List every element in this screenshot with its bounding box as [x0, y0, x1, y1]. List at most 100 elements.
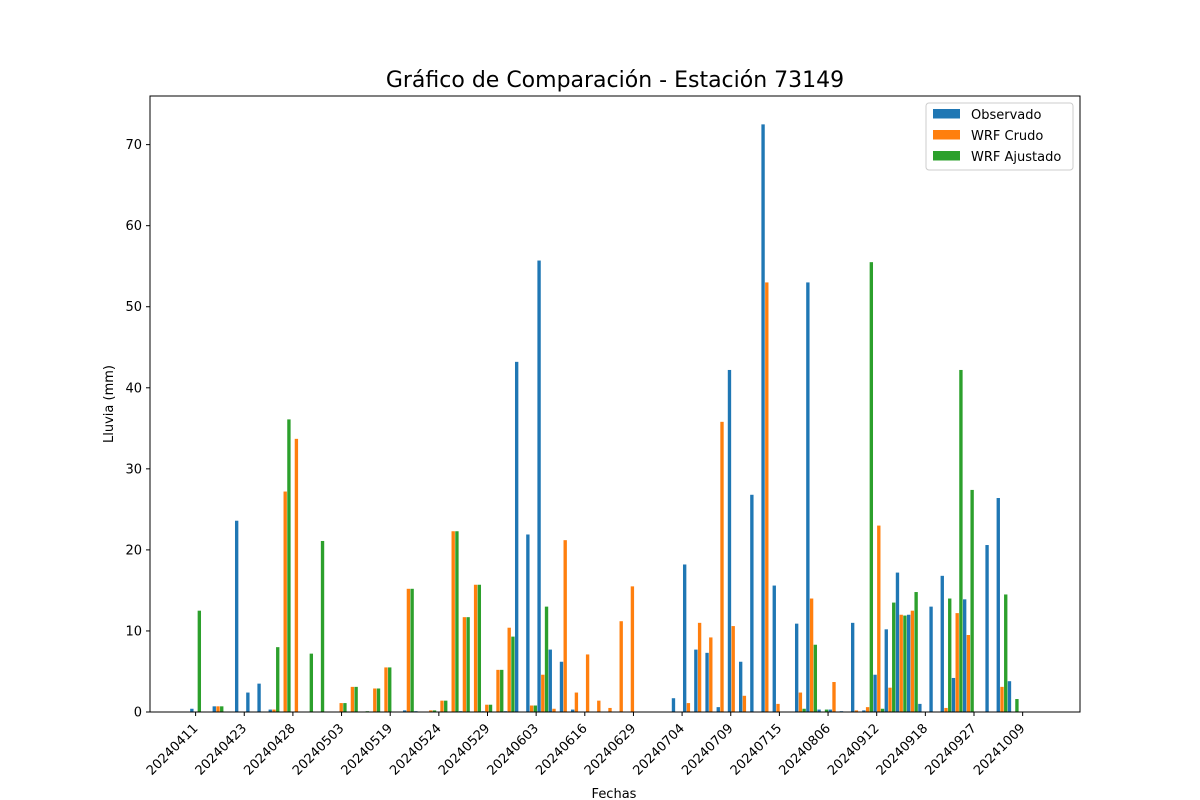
- bar-wrf-crudo-59: [854, 710, 859, 712]
- bar-wrf-ajustado-31: [544, 606, 549, 712]
- x-tick-label: 20240411: [144, 721, 201, 778]
- bar-wrf-crudo-44: [686, 703, 691, 712]
- y-tick-label: 0: [134, 706, 142, 721]
- bar-wrf-ajustado-25: [477, 584, 482, 712]
- bar-observado-48: [727, 369, 732, 712]
- bar-observado-68: [951, 677, 956, 712]
- bar-wrf-ajustado-0: [197, 610, 202, 712]
- bar-wrf-crudo-26: [485, 704, 489, 712]
- y-axis-label: Lluvia (mm): [102, 365, 117, 443]
- bar-wrf-crudo-9: [294, 438, 299, 712]
- bar-observado-0: [190, 708, 194, 712]
- bar-observado-63: [895, 572, 900, 712]
- legend-label-observado: Observado: [971, 108, 1042, 123]
- bar-observado-47: [716, 707, 720, 712]
- bar-wrf-crudo-51: [765, 282, 769, 712]
- x-tick-label: 20240519: [339, 721, 396, 778]
- bar-wrf-ajustado-13: [343, 703, 347, 712]
- bar-wrf-ajustado-62: [892, 602, 896, 712]
- bar-observado-71: [985, 545, 989, 712]
- bar-observado-45: [694, 649, 698, 712]
- bar-wrf-ajustado-63: [903, 615, 907, 712]
- x-tick-label: 20240704: [631, 721, 688, 778]
- bars-layer: [190, 124, 1019, 713]
- x-tick-label: 20240806: [776, 721, 833, 778]
- x-tick-label: 20240503: [290, 721, 347, 778]
- bar-wrf-ajustado-23: [455, 531, 459, 712]
- bar-wrf-crudo-61: [877, 525, 881, 712]
- chart-title: Gráfico de Comparación - Estación 73149: [386, 68, 844, 93]
- bar-observado-31: [537, 260, 541, 712]
- bar-observado-19: [402, 710, 407, 712]
- bar-observado-73: [1007, 681, 1012, 712]
- bar-observado-72: [996, 498, 1000, 712]
- bar-wrf-crudo-63: [899, 614, 903, 712]
- bar-wrf-crudo-25: [473, 584, 478, 712]
- bar-wrf-ajustado-17: [388, 667, 392, 712]
- bar-observado-62: [884, 629, 888, 712]
- bar-wrf-crudo-14: [350, 686, 355, 712]
- plot-frame: [149, 95, 1081, 713]
- bar-observado-32: [548, 649, 552, 712]
- x-tick-label: 20240423: [193, 721, 250, 778]
- legend-swatch-wrf-crudo: [933, 130, 960, 140]
- y-axis: 0 10 20 30 40 50 60 70: [125, 138, 150, 721]
- bar-wrf-ajustado-61: [880, 708, 885, 712]
- bar-observado-61: [873, 674, 877, 712]
- bar-wrf-crudo-22: [440, 700, 444, 712]
- bar-wrf-crudo-55: [809, 598, 814, 712]
- bar-wrf-crudo-27: [496, 669, 500, 712]
- bar-wrf-crudo-57: [832, 682, 836, 712]
- bar-wrf-crudo-52: [776, 703, 780, 712]
- bar-wrf-ajustado-60: [869, 262, 874, 712]
- bar-wrf-crudo-19: [406, 588, 411, 712]
- bar-wrf-ajustado-28: [511, 636, 515, 712]
- bar-wrf-crudo-48: [731, 626, 735, 712]
- bar-observado-57: [828, 709, 832, 712]
- bar-wrf-ajustado-21: [432, 710, 437, 712]
- bar-observado-33: [559, 661, 564, 712]
- x-tick-label: 20240603: [485, 721, 542, 778]
- bar-wrf-crudo-47: [720, 421, 724, 712]
- bar-observado-2: [212, 706, 216, 712]
- y-tick-label: 70: [125, 138, 142, 153]
- y-tick-label: 20: [125, 543, 142, 558]
- bar-wrf-crudo-23: [451, 531, 455, 712]
- bar-observado-69: [962, 599, 967, 712]
- x-tick-label: 20240927: [922, 721, 979, 778]
- bar-wrf-crudo-21: [429, 710, 433, 712]
- bar-wrf-crudo-36: [597, 700, 601, 712]
- y-tick-label: 10: [125, 624, 142, 639]
- bar-wrf-crudo-32: [552, 708, 556, 712]
- bar-wrf-crudo-38: [619, 621, 623, 712]
- bar-wrf-ajustado-54: [802, 708, 806, 712]
- bar-wrf-ajustado-67: [948, 598, 952, 712]
- x-axis-label: Fechas: [592, 787, 637, 800]
- bar-observado-50: [750, 494, 754, 712]
- bar-wrf-ajustado-2: [220, 706, 224, 712]
- bar-wrf-ajustado-24: [466, 617, 470, 712]
- bar-wrf-ajustado-26: [488, 704, 493, 712]
- bar-observado-4: [234, 520, 239, 712]
- bar-wrf-ajustado-19: [410, 588, 414, 712]
- bar-wrf-crudo-31: [541, 674, 545, 712]
- bar-wrf-crudo-46: [709, 637, 713, 712]
- y-tick-label: 30: [125, 462, 142, 477]
- bar-wrf-ajustado-16: [376, 688, 381, 712]
- bar-wrf-crudo-49: [742, 695, 747, 712]
- bar-observado-43: [671, 698, 676, 712]
- bar-observado-54: [794, 623, 799, 712]
- bar-wrf-crudo-24: [462, 617, 467, 712]
- bar-wrf-ajustado-10: [309, 653, 314, 712]
- bar-wrf-crudo-39: [630, 586, 635, 712]
- legend-swatch-observado: [933, 109, 960, 119]
- bar-observado-51: [761, 124, 765, 713]
- bar-wrf-crudo-34: [574, 692, 579, 712]
- bar-wrf-ajustado-22: [444, 700, 448, 712]
- y-tick-label: 60: [125, 219, 142, 234]
- bar-wrf-crudo-60: [865, 707, 870, 712]
- bar-observado-7: [268, 709, 272, 712]
- bar-observado-34: [570, 709, 575, 712]
- bar-observado-64: [906, 614, 911, 712]
